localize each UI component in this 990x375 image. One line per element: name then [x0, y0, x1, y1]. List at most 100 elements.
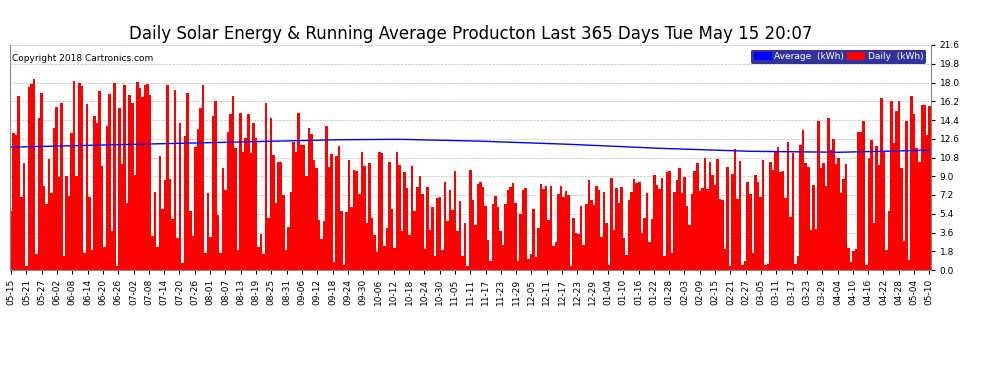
Bar: [644, 218, 645, 270]
Bar: [761, 160, 764, 270]
Bar: [57, 177, 60, 270]
Bar: [432, 207, 434, 270]
Bar: [792, 153, 794, 270]
Bar: [888, 211, 890, 270]
Bar: [921, 105, 923, 270]
Bar: [264, 104, 267, 270]
Bar: [777, 147, 779, 270]
Bar: [257, 247, 259, 270]
Bar: [918, 162, 921, 270]
Bar: [693, 171, 696, 270]
Bar: [43, 186, 46, 270]
Bar: [862, 122, 865, 270]
Bar: [469, 170, 471, 270]
Bar: [771, 170, 774, 270]
Bar: [638, 182, 641, 270]
Bar: [98, 92, 101, 270]
Bar: [388, 162, 391, 270]
Bar: [121, 164, 124, 270]
Bar: [880, 98, 883, 270]
Bar: [817, 121, 820, 270]
Bar: [577, 234, 580, 270]
Bar: [134, 175, 136, 270]
Bar: [479, 182, 481, 270]
Bar: [711, 176, 714, 270]
Bar: [681, 193, 683, 270]
Bar: [802, 130, 805, 270]
Bar: [497, 207, 499, 270]
Bar: [184, 136, 186, 270]
Bar: [285, 250, 287, 270]
Bar: [522, 190, 525, 270]
Bar: [724, 249, 727, 270]
Bar: [626, 255, 628, 270]
Bar: [156, 248, 158, 270]
Bar: [80, 86, 83, 270]
Bar: [575, 233, 577, 270]
Bar: [202, 85, 204, 270]
Bar: [60, 103, 63, 270]
Bar: [857, 132, 860, 270]
Bar: [212, 116, 214, 270]
Bar: [355, 171, 358, 270]
Legend: Average  (kWh), Daily  (kWh): Average (kWh), Daily (kWh): [751, 50, 926, 64]
Bar: [91, 250, 93, 270]
Bar: [225, 190, 227, 270]
Bar: [315, 168, 318, 270]
Bar: [214, 101, 217, 270]
Bar: [370, 217, 373, 270]
Bar: [464, 222, 466, 270]
Bar: [544, 186, 547, 270]
Bar: [593, 205, 595, 270]
Bar: [179, 123, 181, 270]
Bar: [297, 113, 300, 270]
Bar: [567, 195, 570, 270]
Bar: [658, 189, 660, 270]
Bar: [20, 197, 23, 270]
Bar: [249, 153, 252, 270]
Bar: [650, 219, 653, 270]
Bar: [461, 255, 464, 270]
Bar: [401, 231, 403, 270]
Bar: [113, 83, 116, 270]
Bar: [621, 187, 623, 270]
Bar: [378, 152, 381, 270]
Bar: [732, 174, 734, 270]
Bar: [235, 148, 237, 270]
Bar: [151, 236, 153, 270]
Bar: [419, 176, 421, 270]
Bar: [197, 129, 199, 270]
Bar: [603, 192, 605, 270]
Bar: [751, 253, 754, 270]
Bar: [849, 262, 852, 270]
Bar: [396, 152, 398, 270]
Bar: [504, 204, 507, 270]
Bar: [928, 106, 931, 270]
Bar: [557, 194, 559, 270]
Bar: [254, 138, 257, 270]
Bar: [336, 156, 338, 270]
Bar: [416, 187, 419, 270]
Bar: [346, 212, 347, 270]
Bar: [93, 116, 96, 270]
Bar: [471, 200, 474, 270]
Bar: [108, 94, 111, 270]
Bar: [794, 264, 797, 270]
Bar: [787, 142, 789, 270]
Bar: [547, 220, 549, 270]
Bar: [509, 187, 512, 270]
Bar: [78, 82, 80, 270]
Bar: [527, 259, 530, 270]
Bar: [85, 104, 88, 270]
Bar: [259, 234, 262, 270]
Bar: [287, 227, 290, 270]
Bar: [805, 163, 807, 270]
Bar: [898, 101, 900, 270]
Bar: [673, 192, 676, 270]
Bar: [782, 171, 784, 270]
Bar: [209, 237, 212, 270]
Bar: [877, 165, 880, 270]
Bar: [838, 158, 840, 270]
Bar: [280, 162, 282, 270]
Bar: [749, 194, 751, 270]
